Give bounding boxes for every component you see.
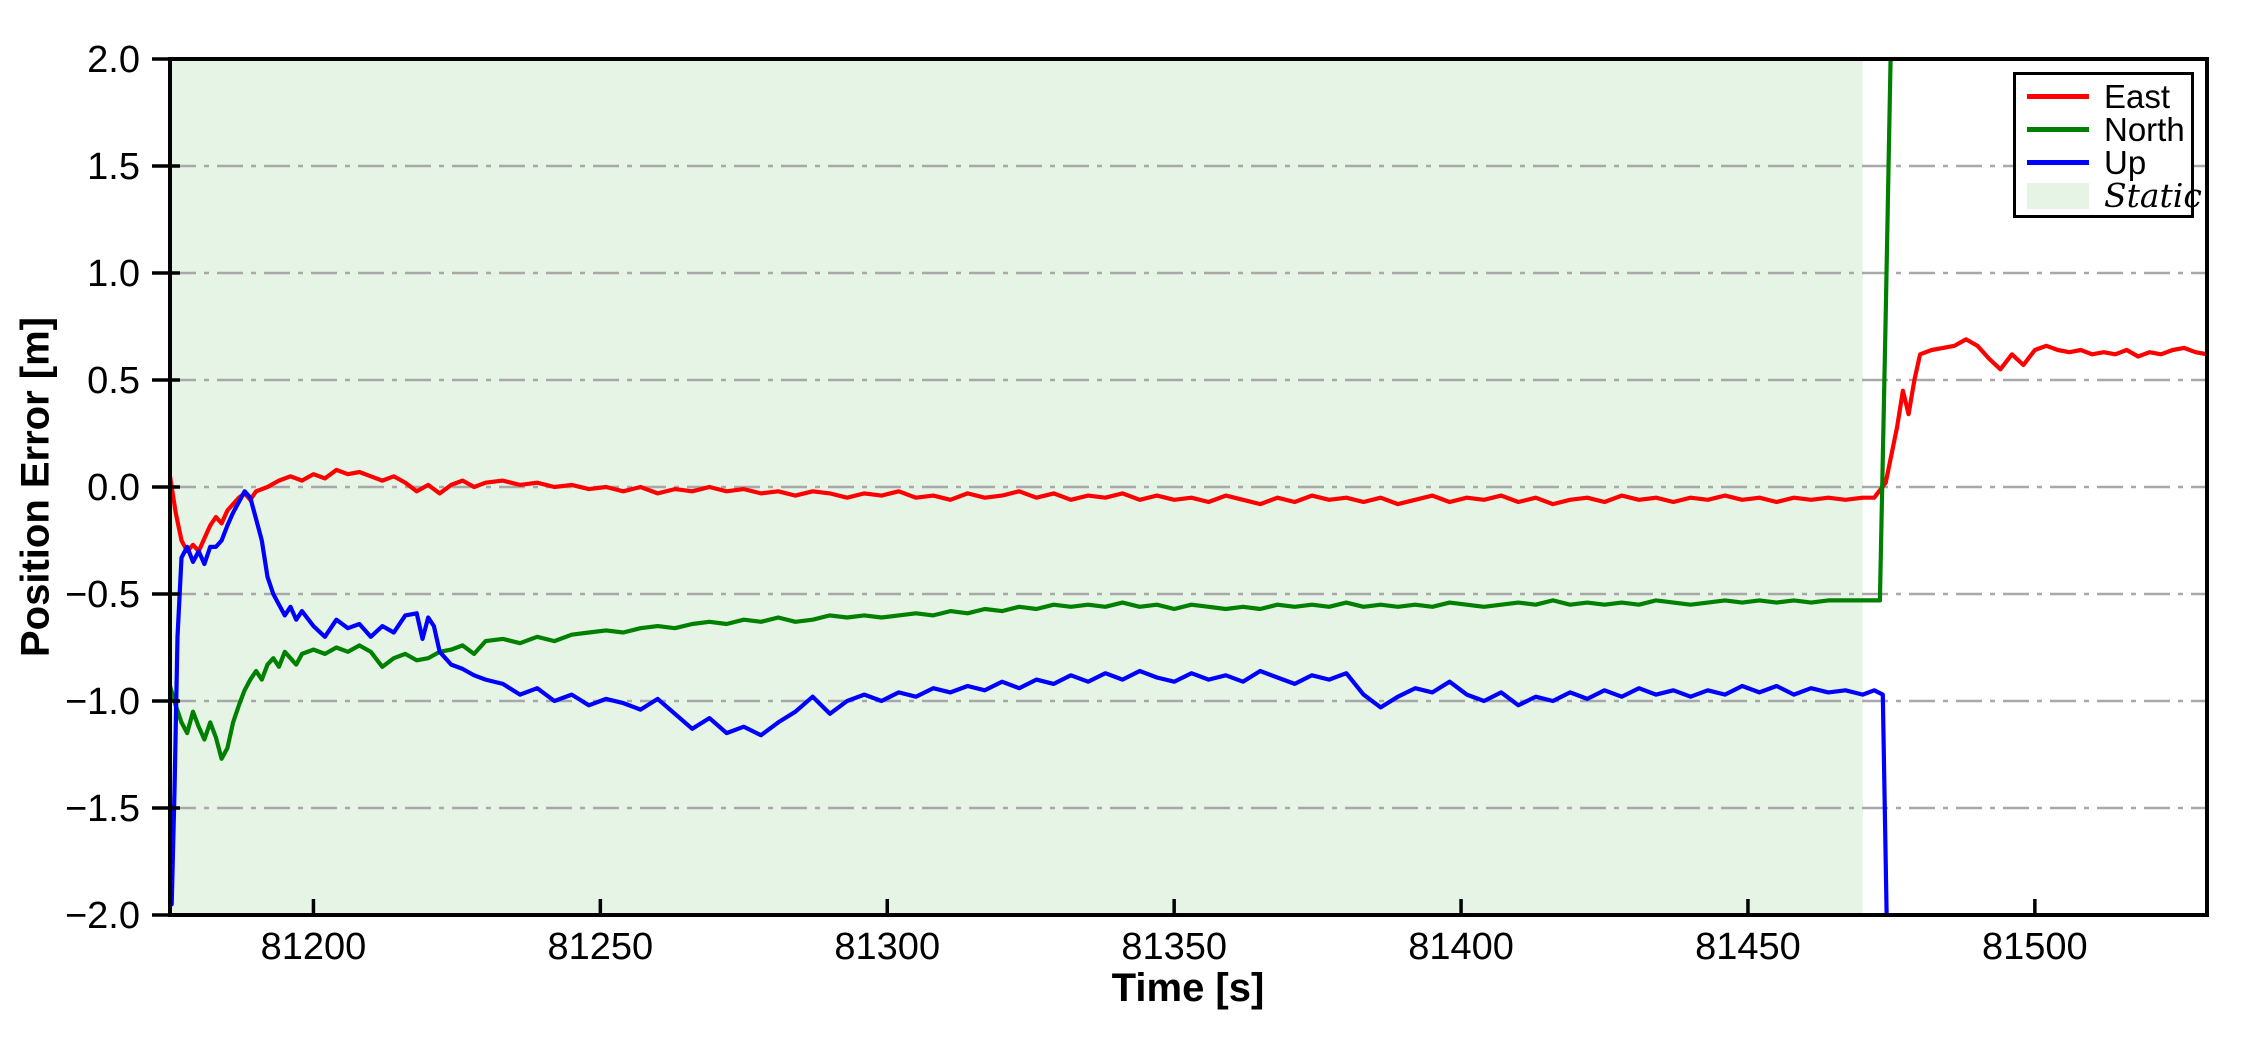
y-tick-label: 1.0 <box>87 253 140 295</box>
up-line-swatch <box>2027 160 2089 165</box>
series-north-line <box>170 59 1893 761</box>
y-tick-label: 0.5 <box>87 360 140 402</box>
x-tick-label: 81200 <box>261 926 367 968</box>
y-tick-label: −1.0 <box>65 681 140 723</box>
legend-label-static: Static <box>2104 176 2202 215</box>
legend-label-north: North <box>2104 111 2185 148</box>
legend-entry-north: North <box>2027 113 2191 146</box>
x-axis-label: Time [s] <box>1111 966 1265 1010</box>
legend: East North Up Static <box>2013 72 2202 218</box>
series-up-line <box>170 489 1889 915</box>
y-tick-label: −0.5 <box>65 574 140 616</box>
legend-entry-up: Up <box>2027 146 2191 179</box>
y-tick-label: −2.0 <box>65 895 140 937</box>
y-tick-label: 2.0 <box>87 39 140 81</box>
y-tick-label: −1.5 <box>65 788 140 830</box>
legend-label-up: Up <box>2104 144 2147 181</box>
x-tick-label: 81300 <box>834 926 940 968</box>
y-tick-label: 0.0 <box>87 467 140 509</box>
east-line-swatch <box>2027 94 2089 99</box>
legend-entry-static: Static <box>2027 179 2202 212</box>
legend-label-east: East <box>2104 78 2171 115</box>
y-tick-label: 1.5 <box>87 146 140 188</box>
static-patch-swatch <box>2027 182 2089 209</box>
x-tick-label: 81400 <box>1408 926 1514 968</box>
x-tick-label: 81450 <box>1695 926 1801 968</box>
x-tick-label: 81250 <box>548 926 654 968</box>
x-tick-label: 81350 <box>1121 926 1227 968</box>
y-axis-label: Position Error [m] <box>13 316 58 658</box>
x-tick-label: 81500 <box>1982 926 2088 968</box>
legend-entry-east: East <box>2027 80 2191 113</box>
north-line-swatch <box>2027 127 2089 132</box>
series-east-line <box>170 337 2207 554</box>
